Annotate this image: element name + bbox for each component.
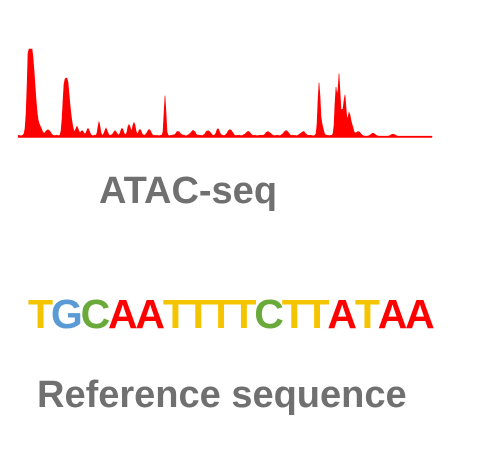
- base-t: T: [162, 291, 188, 337]
- base-a: A: [327, 291, 357, 337]
- base-t: T: [354, 291, 380, 337]
- base-a: A: [135, 291, 165, 337]
- signal-area: [18, 48, 433, 138]
- base-a: A: [377, 291, 408, 337]
- base-t: T: [281, 291, 307, 337]
- atac-seq-label: ATAC-seq: [99, 170, 278, 212]
- base-t: T: [208, 291, 234, 337]
- reference-sequence: TGCAATTTTCTTATAA: [28, 291, 435, 337]
- base-c: C: [80, 291, 111, 337]
- base-a: A: [405, 291, 435, 337]
- base-t: T: [231, 291, 256, 337]
- base-t: T: [185, 291, 211, 337]
- signal-track-svg: [18, 48, 433, 138]
- base-a: A: [107, 291, 138, 337]
- base-c: C: [254, 291, 284, 337]
- reference-sequence-label: Reference sequence: [37, 374, 407, 416]
- atac-seq-signal-track: [18, 46, 436, 142]
- base-g: G: [50, 291, 83, 337]
- base-t: T: [28, 291, 53, 337]
- base-t: T: [304, 291, 330, 337]
